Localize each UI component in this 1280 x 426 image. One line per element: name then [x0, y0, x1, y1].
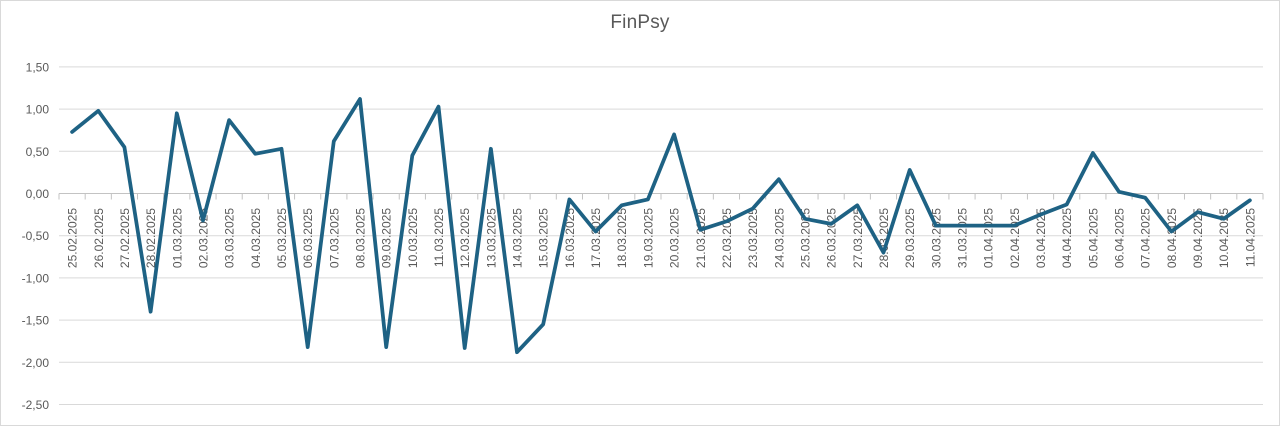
x-axis-tick-label: 09.04.2025: [1191, 208, 1205, 268]
y-axis-tick-label: -1,00: [22, 271, 50, 285]
x-axis-tick-label: 11.03.2025: [432, 208, 446, 267]
x-axis-tick-label: 19.03.2025: [641, 208, 655, 268]
x-axis-tick-label: 08.04.2025: [1165, 208, 1179, 268]
x-axis-tick-label: 28.02.2025: [144, 208, 158, 268]
x-axis-tick-label: 04.03.2025: [249, 208, 263, 268]
x-axis-tick-label: 25.03.2025: [798, 208, 812, 268]
x-axis-tick-label: 20.03.2025: [668, 208, 682, 268]
x-axis-tick-label: 09.03.2025: [380, 208, 394, 268]
y-axis-tick-label: 0,50: [26, 145, 50, 159]
x-axis-tick-label: 04.04.2025: [1060, 208, 1074, 268]
y-axis-tick-label: 1,00: [26, 103, 50, 117]
series-line: [70, 97, 1252, 355]
x-axis-tick-label: 26.02.2025: [92, 208, 106, 268]
x-axis-tick-label: 27.03.2025: [851, 208, 865, 268]
x-axis-tick-label: 29.03.2025: [903, 208, 917, 268]
x-axis-tick-label: 01.03.2025: [170, 208, 184, 268]
x-axis-tick-label: 15.03.2025: [537, 208, 551, 268]
x-axis-tick-label: 26.03.2025: [825, 208, 839, 268]
x-axis-tick-label: 03.03.2025: [223, 208, 237, 268]
x-axis-tick-label: 02.04.2025: [1008, 208, 1022, 268]
x-axis-tick-label: 07.04.2025: [1139, 208, 1153, 268]
y-axis-tick-label: 0,00: [26, 187, 50, 201]
x-axis-tick-label: 11.04.2025: [1243, 208, 1257, 267]
x-axis-tick-label: 08.03.2025: [354, 208, 368, 268]
x-axis-tick-label: 05.04.2025: [1086, 208, 1100, 268]
y-axis-tick-label: 1,50: [26, 60, 50, 74]
chart-title: FinPsy: [610, 12, 670, 33]
x-axis-tick-label: 06.03.2025: [301, 208, 315, 268]
x-axis-tick-label: 27.02.2025: [118, 208, 132, 268]
x-axis-tick-label: 14.03.2025: [511, 208, 525, 268]
x-axis-tick-label: 12.03.2025: [458, 208, 472, 268]
x-axis-tick-label: 05.03.2025: [275, 208, 289, 268]
x-axis-tick-label: 31.03.2025: [956, 208, 970, 268]
x-axis-tick-label: 10.03.2025: [406, 208, 420, 268]
y-axis-tick-label: -1,50: [22, 314, 50, 328]
x-axis-tick-label: 01.04.2025: [982, 208, 996, 268]
x-axis-tick-label: 17.03.2025: [589, 208, 603, 268]
x-axis-tick-label: 10.04.2025: [1217, 208, 1231, 268]
x-axis-tick-label: 24.03.2025: [772, 208, 786, 268]
x-axis-tick-label: 25.02.2025: [66, 208, 80, 268]
x-axis-tick-label: 13.03.2025: [484, 208, 498, 268]
x-axis-tick-label: 18.03.2025: [615, 208, 629, 268]
x-axis-tick-label: 23.03.2025: [746, 208, 760, 268]
y-axis-tick-label: -2,00: [22, 356, 50, 370]
x-axis-tick-label: 02.03.2025: [196, 208, 210, 268]
x-axis-tick-label: 03.04.2025: [1034, 208, 1048, 268]
x-axis-tick-label: 07.03.2025: [327, 208, 341, 268]
y-axis-tick-label: -2,50: [22, 398, 50, 412]
x-axis-tick-label: 28.03.2025: [877, 208, 891, 268]
x-axis-tick-label: 06.04.2025: [1113, 208, 1127, 268]
y-axis-tick-label: -0,50: [22, 229, 50, 243]
